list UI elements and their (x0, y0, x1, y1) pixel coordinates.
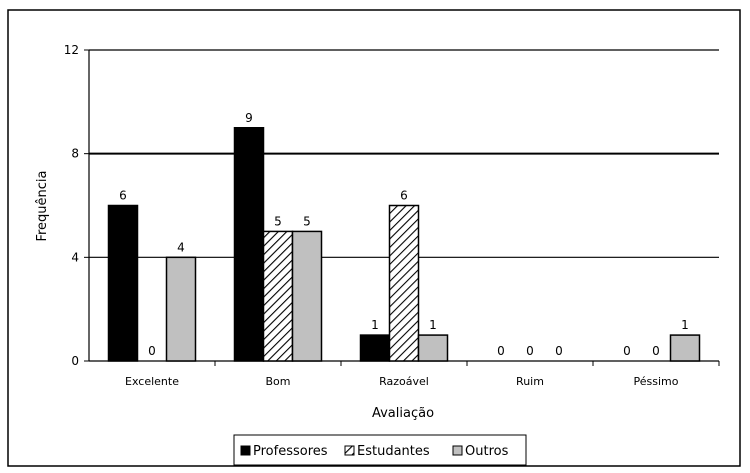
legend-label-outros: Outros (465, 444, 509, 459)
bar-estudantes-bom (262, 230, 294, 362)
legend-swatch-outros (452, 445, 463, 456)
legend-swatch-estudantes (344, 445, 355, 456)
bar-professores-bom (233, 127, 265, 362)
data-label-professores-bom: 9 (245, 111, 253, 125)
data-label-outros-ruim: 0 (555, 344, 563, 358)
bar-professores-razoavel (359, 334, 391, 362)
data-label-estudantes-ruim: 0 (526, 344, 534, 358)
bar-professores-excelente (107, 204, 139, 362)
y-tick-label-8: 8 (71, 147, 79, 161)
data-label-estudantes-bom: 5 (274, 214, 282, 228)
data-label-estudantes-razoavel: 6 (400, 189, 408, 203)
legend-label-estudantes: Estudantes (357, 444, 430, 459)
data-label-professores-excelente: 6 (119, 189, 127, 203)
y-tick-label-0: 0 (71, 354, 79, 368)
data-label-estudantes-excelente: 0 (148, 344, 156, 358)
data-label-professores-razoavel: 1 (371, 318, 379, 332)
x-axis-title: Avaliação (372, 406, 434, 421)
data-label-outros-razoavel: 1 (429, 318, 437, 332)
x-tick-label-razoavel: Razoável (379, 375, 429, 388)
data-label-outros-excelente: 4 (177, 240, 185, 254)
bar-outros-pessimo (669, 334, 701, 362)
legend-box (233, 434, 527, 466)
legend-swatch-professores (240, 445, 251, 456)
data-label-outros-bom: 5 (303, 214, 311, 228)
data-label-professores-pessimo: 0 (623, 344, 631, 358)
bar-outros-razoavel (417, 334, 449, 362)
bar-outros-bom (291, 230, 323, 362)
data-label-outros-pessimo: 1 (681, 318, 689, 332)
y-axis-title: Frequência (35, 170, 50, 241)
bar-estudantes-razoavel (388, 204, 420, 362)
bars (107, 127, 701, 362)
y-tick-label-4: 4 (71, 250, 79, 264)
x-tick-label-pessimo: Péssimo (634, 375, 679, 388)
x-tick-label-ruim: Ruim (516, 375, 544, 388)
bar-outros-excelente (165, 256, 197, 362)
x-tick-label-bom: Bom (266, 375, 291, 388)
data-label-estudantes-pessimo: 0 (652, 344, 660, 358)
y-tick-label-12: 12 (64, 43, 79, 57)
legend-label-professores: Professores (253, 444, 328, 459)
x-tick-label-excelente: Excelente (125, 375, 179, 388)
legend: Professores Estudantes Outros (233, 434, 527, 466)
data-labels: 6 0 4 9 5 5 1 6 1 0 0 0 0 0 1 (119, 111, 689, 358)
chart-frame (7, 9, 741, 467)
data-label-professores-ruim: 0 (497, 344, 505, 358)
